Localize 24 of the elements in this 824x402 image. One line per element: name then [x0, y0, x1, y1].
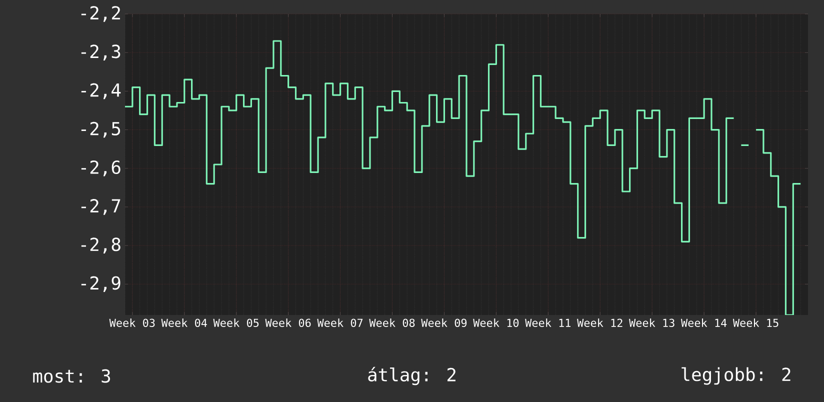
- x-tick-label: Week 14: [680, 318, 727, 327]
- x-tick-label: Week 12: [577, 318, 622, 327]
- x-tick-label: Week 11: [525, 318, 570, 327]
- text: legjobb: 2: [682, 367, 790, 385]
- y-tick-label: -2,4: [81, 83, 121, 100]
- x-tick-label: Week 09: [421, 318, 467, 327]
- y-tick-label: -2,3: [81, 44, 120, 60]
- x-tick-label: Week 06: [265, 318, 311, 327]
- x-tick-label: Week 07: [317, 318, 363, 327]
- y-tick-label: -2,5: [81, 122, 120, 138]
- y-tick-label: -2,9: [81, 276, 120, 292]
- text: most: 3: [33, 369, 110, 383]
- y-tick-label: -2,2: [81, 6, 120, 22]
- x-tick-label: Week 03: [109, 318, 155, 327]
- x-tick-label: Week 04: [161, 318, 207, 327]
- x-tick-label: Week 08: [369, 318, 415, 327]
- x-tick-label: Week 10: [473, 318, 519, 327]
- x-tick-label: Week 15: [732, 318, 778, 327]
- y-tick-label: -2,7: [81, 199, 120, 215]
- y-tick-label: -2,6: [81, 160, 120, 176]
- x-tick-label: Week 13: [629, 318, 674, 327]
- text: átlag: 2: [368, 366, 456, 386]
- y-tick-label: -2,8: [81, 238, 120, 254]
- x-tick-label: Week 05: [213, 318, 259, 327]
